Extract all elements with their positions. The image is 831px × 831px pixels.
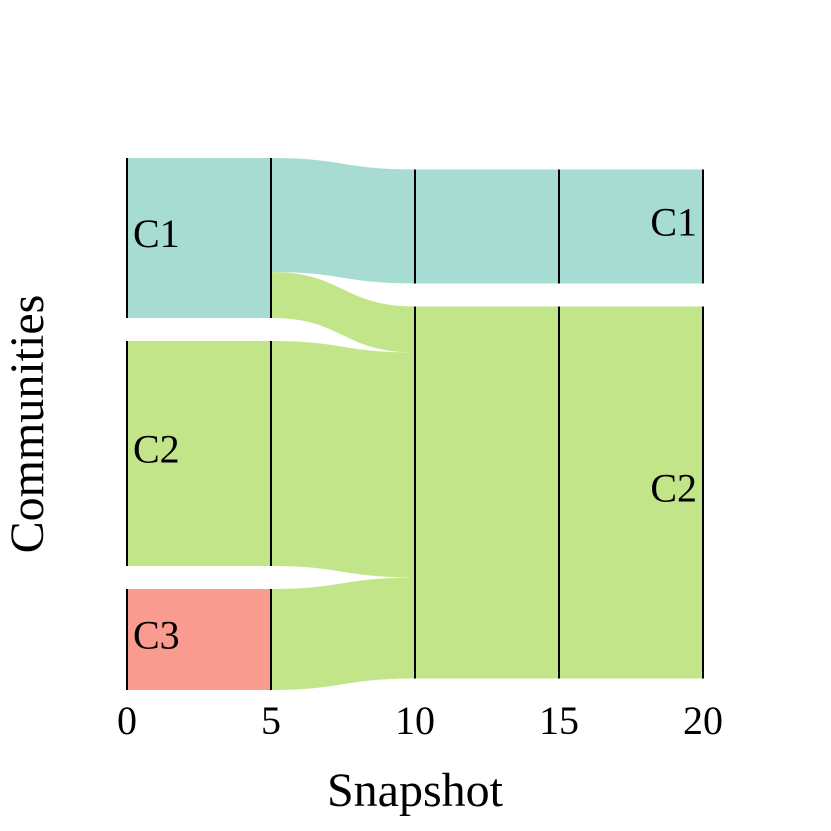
community-block xyxy=(127,158,271,318)
x-tick-label: 10 xyxy=(395,698,435,743)
community-label: C2 xyxy=(650,466,697,511)
community-label: C3 xyxy=(133,613,180,658)
community-block xyxy=(127,341,271,566)
flow xyxy=(271,158,415,284)
x-tick-label: 15 xyxy=(539,698,579,743)
community-block xyxy=(127,589,271,690)
flow xyxy=(271,272,415,353)
flow xyxy=(271,577,415,690)
flow xyxy=(271,341,415,578)
y-axis-label: Communities xyxy=(1,295,54,554)
x-tick-label: 0 xyxy=(117,698,137,743)
community-label: C1 xyxy=(650,200,697,245)
community-label: C2 xyxy=(133,427,180,472)
x-axis-label: Snapshot xyxy=(327,764,504,817)
community-label: C1 xyxy=(133,211,180,256)
x-tick-label: 5 xyxy=(261,698,281,743)
x-tick-label: 20 xyxy=(683,698,723,743)
